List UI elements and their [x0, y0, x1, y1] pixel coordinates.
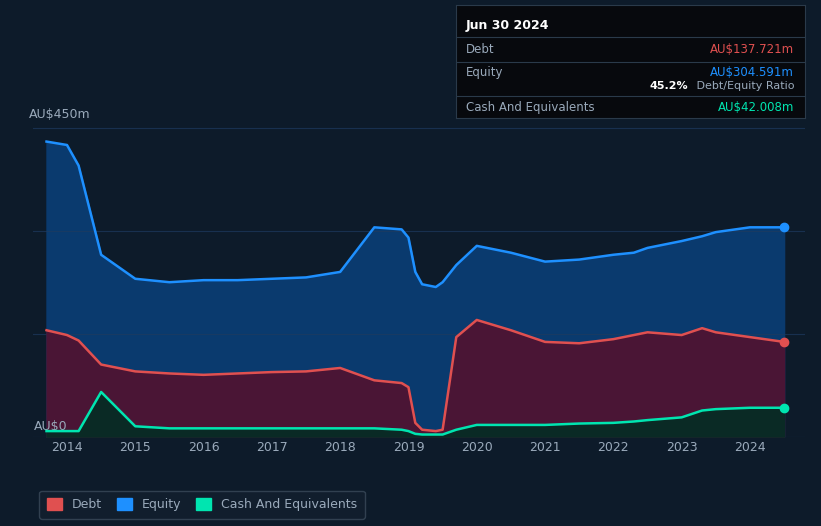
Text: AU$304.591m: AU$304.591m	[710, 66, 794, 79]
Text: Cash And Equivalents: Cash And Equivalents	[466, 100, 594, 114]
Text: Equity: Equity	[466, 66, 503, 79]
Text: Debt: Debt	[466, 43, 495, 56]
Text: AU$137.721m: AU$137.721m	[710, 43, 794, 56]
Text: AU$42.008m: AU$42.008m	[718, 100, 794, 114]
Text: Debt/Equity Ratio: Debt/Equity Ratio	[693, 81, 794, 91]
Text: AU$0: AU$0	[34, 420, 68, 433]
Text: Jun 30 2024: Jun 30 2024	[466, 19, 549, 32]
Text: 45.2%: 45.2%	[649, 81, 688, 91]
Legend: Debt, Equity, Cash And Equivalents: Debt, Equity, Cash And Equivalents	[39, 491, 365, 519]
Text: AU$450m: AU$450m	[29, 108, 90, 121]
